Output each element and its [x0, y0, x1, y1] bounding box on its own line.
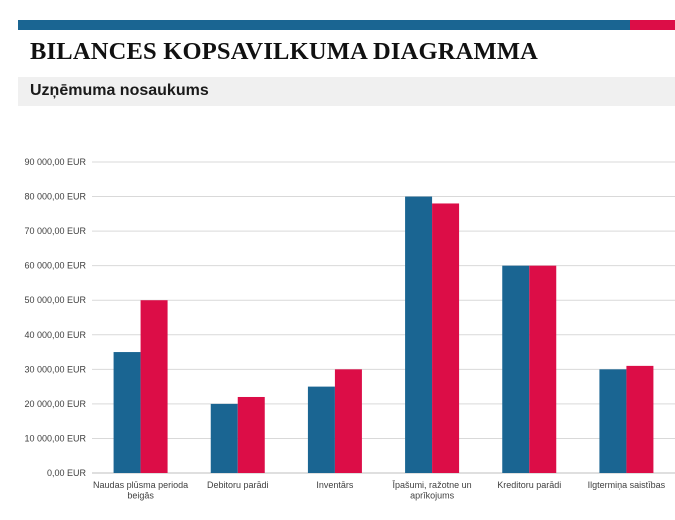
bar-series-2: [432, 203, 460, 473]
bar-series-2: [334, 369, 362, 473]
bar-series-1: [599, 369, 627, 473]
y-tick-label: 10 000,00 EUR: [24, 433, 86, 443]
bar-series-1: [210, 403, 238, 473]
y-tick-label: 30 000,00 EUR: [24, 364, 86, 374]
y-tick-label: 60 000,00 EUR: [24, 261, 86, 271]
company-name: Uzņēmuma nosaukums: [30, 82, 209, 99]
page-title: BILANCES KOPSAVILKUMA DIAGRAMMA: [30, 38, 539, 65]
y-axis-labels: 0,00 EUR 10 000,00 EUR 20 000,00 EUR 30 000…: [24, 157, 86, 478]
y-tick-label: 80 000,00 EUR: [24, 192, 86, 202]
bar-series-2: [529, 265, 557, 473]
y-tick-label: 70 000,00 EUR: [24, 226, 86, 236]
x-tick-label: Ilgtermiņa saistības: [588, 480, 666, 490]
bar-series-2: [140, 300, 168, 473]
header-accent-bar: [18, 20, 675, 30]
y-tick-label: 90 000,00 EUR: [24, 157, 86, 167]
x-tick-label: Naudas plūsma perioda beigās: [93, 480, 188, 501]
bar-series-2: [626, 365, 654, 473]
bar-series-2: [237, 396, 265, 473]
y-tick-label: 20 000,00 EUR: [24, 399, 86, 409]
x-tick-label: Debitoru parādi: [207, 480, 269, 490]
x-axis-labels: Naudas plūsma perioda beigās Debitoru parā…: [93, 480, 666, 501]
bar-series-1: [502, 265, 530, 473]
y-tick-label: 0,00 EUR: [47, 468, 87, 478]
y-tick-label: 50 000,00 EUR: [24, 295, 86, 305]
accent-bar-blue: [18, 20, 630, 30]
gridlines: [92, 161, 675, 474]
bar-series-1: [113, 352, 141, 473]
x-tick-label: Inventārs: [316, 480, 354, 490]
bars: [113, 196, 654, 474]
accent-bar-red: [630, 20, 675, 30]
x-tick-label: Kreditoru parādi: [497, 480, 561, 490]
y-tick-label: 40 000,00 EUR: [24, 330, 86, 340]
subtitle-band: Uzņēmuma nosaukums: [18, 77, 675, 106]
bar-series-1: [307, 386, 335, 473]
bar-series-1: [405, 196, 433, 474]
x-tick-label: Īpašumi, ražotne un aprīkojums: [393, 480, 472, 501]
